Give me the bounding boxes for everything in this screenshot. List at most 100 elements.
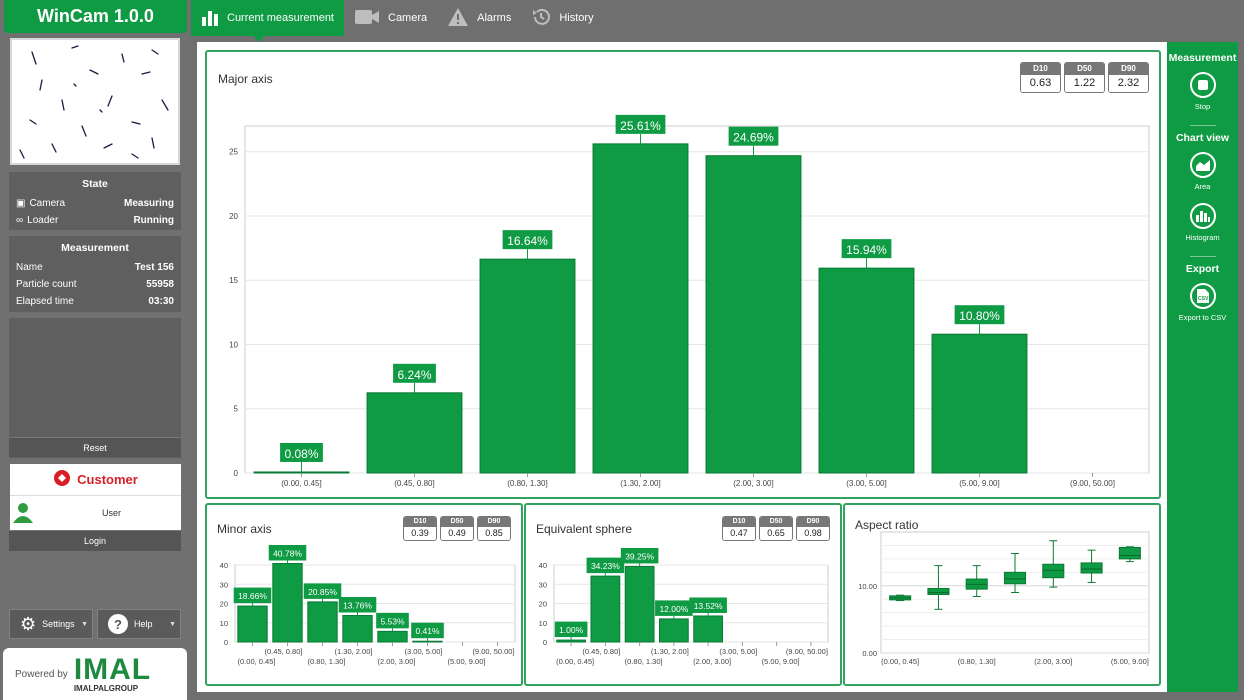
tab-current-measurement[interactable]: Current measurement <box>191 0 344 42</box>
x-tick-label: (3.00, 5.00] <box>719 647 757 656</box>
data-label: 13.52% <box>694 601 723 611</box>
d50-stat: D50 0.49 <box>440 516 474 541</box>
x-tick-label: (0.80, 1.30] <box>625 657 663 666</box>
x-tick-label: (0.80, 1.30] <box>308 657 346 666</box>
state-value: Measuring <box>123 198 174 209</box>
data-label-box <box>728 126 779 146</box>
x-tick-label: (0.45, 0.80] <box>394 479 434 488</box>
user-name: User <box>102 508 122 518</box>
particle-preview-image <box>19 45 169 159</box>
measurement-panel: Measurement Name Test 156 Particle count 5… <box>9 236 181 312</box>
tab-bar: Current measurement Camera Alarms Histor… <box>191 0 1244 42</box>
histogram-bar <box>377 630 408 643</box>
data-label-box <box>502 230 553 250</box>
login-button[interactable]: Login <box>9 530 181 551</box>
data-label: 40.78% <box>273 548 302 558</box>
state-row-loader: ∞ Loader Running <box>9 212 181 229</box>
histogram-bar <box>342 615 373 643</box>
customer-logo-icon <box>53 469 71 490</box>
d10-stat: D10 0.39 <box>403 516 437 541</box>
data-label: 0.41% <box>415 626 440 636</box>
x-tick-label: (0.00, 0.45] <box>238 657 276 666</box>
data-label: 15.94% <box>846 243 887 257</box>
x-tick-label: (0.00, 0.45] <box>281 479 321 488</box>
histogram-bar <box>624 565 655 643</box>
data-label: 13.76% <box>343 601 372 611</box>
data-label: 18.66% <box>238 591 267 601</box>
customer-panel: Customer User <box>10 464 181 530</box>
data-label-box <box>841 239 892 259</box>
state-panel: State ▣ Camera Measuring ∞ Loader Running <box>9 172 181 230</box>
tab-camera[interactable]: Camera <box>344 0 437 36</box>
y-tick-label: 30 <box>220 580 228 589</box>
d90-stat: D90 0.85 <box>477 516 511 541</box>
data-label: 10.80% <box>959 309 1000 323</box>
y-tick-label: 0 <box>234 469 239 478</box>
stop-button[interactable]: Stop <box>1167 72 1238 111</box>
right-toolbar: Measurement Stop Chart view Area Histogr… <box>1167 42 1238 692</box>
x-tick-label: (2.00, 3.00] <box>693 657 731 666</box>
tab-history[interactable]: History <box>521 0 603 36</box>
x-tick-label: (0.00, 0.45] <box>556 657 594 666</box>
major-axis-chart: 0 5 10 15 20 25 0.08% (0.00, 0.45] 6.24% (0.45, 0… <box>229 114 1150 488</box>
d10-stat: D10 0.47 <box>722 516 756 541</box>
measurement-title: Measurement <box>61 242 129 254</box>
x-tick-label: (5.00, 9.00] <box>1111 657 1149 666</box>
stop-label: Stop <box>1194 102 1211 111</box>
data-label-box <box>376 612 409 629</box>
y-tick-label: 15 <box>229 276 238 285</box>
export-csv-button[interactable]: CSV Export to CSV <box>1167 283 1238 322</box>
measurement-row-elapsed: Elapsed time 03:30 <box>9 293 181 310</box>
settings-button[interactable]: ⚙ Settings ▼ <box>9 609 93 639</box>
measurement-row-count: Particle count 55958 <box>9 276 181 293</box>
d90-stat: D90 0.98 <box>796 516 830 541</box>
x-tick-label: (3.00, 5.00] <box>405 647 443 656</box>
d10-stat: D10 0.63 <box>1020 62 1061 93</box>
x-tick-label: (5.00, 9.00] <box>448 657 486 666</box>
reset-button[interactable]: Reset <box>9 437 181 457</box>
histogram-bar <box>931 333 1028 474</box>
measurement-value: 03:30 <box>148 296 174 307</box>
camera-icon: ▣ <box>16 198 26 209</box>
state-title: State <box>82 178 108 190</box>
histogram-icon <box>1189 203 1216 229</box>
measurement-value: Test 156 <box>134 262 174 273</box>
x-tick-label: (2.00, 3.00] <box>733 479 773 488</box>
area-view-button[interactable]: Area <box>1167 152 1238 191</box>
help-button[interactable]: ? Help ▼ <box>97 609 181 639</box>
chart-title: Aspect ratio <box>855 518 919 532</box>
histogram-bar <box>366 392 463 474</box>
loader-icon: ∞ <box>16 215 24 226</box>
app-title: WinCam 1.0.0 <box>4 0 187 33</box>
data-label-box <box>620 547 659 564</box>
y-tick-label: 0.00 <box>862 649 877 658</box>
data-label: 25.61% <box>620 119 661 133</box>
data-label-box <box>268 544 307 561</box>
help-icon: ? <box>108 614 128 634</box>
data-label: 6.24% <box>397 368 431 382</box>
data-label-box <box>655 600 693 616</box>
y-tick-label: 10 <box>229 340 238 349</box>
user-icon <box>12 501 34 525</box>
box <box>927 587 950 596</box>
warning-icon <box>447 7 469 30</box>
d90-stat: D90 2.32 <box>1108 62 1149 93</box>
measurement-section-title: Measurement <box>1168 52 1237 64</box>
export-csv-label: Export to CSV <box>1178 313 1227 322</box>
powered-by: Powered by IMAL IMALPALGROUP <box>3 648 187 700</box>
x-tick-label: (9.00, 50.00] <box>472 647 514 656</box>
histogram-view-button[interactable]: Histogram <box>1167 203 1238 242</box>
tab-alarms[interactable]: Alarms <box>437 0 521 36</box>
state-value: Running <box>133 215 174 226</box>
histogram-bar <box>693 615 724 643</box>
data-label: 34.23% <box>591 561 620 571</box>
d-stats: D10 0.63 D50 1.22 D90 2.32 <box>1020 62 1149 93</box>
tab-label: Alarms <box>477 12 512 24</box>
histogram-bar <box>307 601 338 643</box>
svg-text:CSV: CSV <box>1198 296 1209 302</box>
x-tick-label: (1.30, 2.00] <box>620 479 660 488</box>
tab-label: History <box>559 12 594 24</box>
histogram-bar <box>237 605 268 643</box>
chart-title: Minor axis <box>217 522 272 536</box>
data-label-box <box>280 442 323 462</box>
